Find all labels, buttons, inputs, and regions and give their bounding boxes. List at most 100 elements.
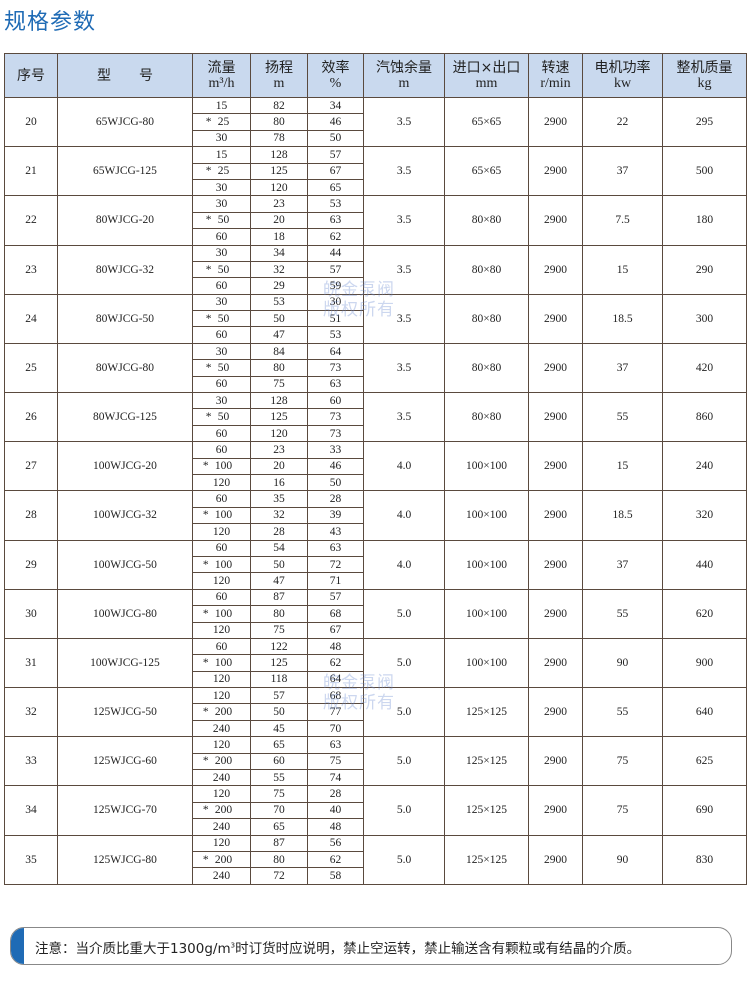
serial-number: 33: [4, 736, 58, 787]
head-value: 120: [270, 181, 288, 194]
mass-value: 830: [695, 853, 714, 866]
head: 23: [250, 441, 308, 459]
npsh: 4.0: [363, 490, 445, 541]
head: 18: [250, 228, 308, 246]
flow: 60: [192, 441, 251, 459]
flow-value: 60: [215, 378, 228, 391]
head-value: 125: [270, 165, 288, 178]
speed-value: 2900: [544, 411, 567, 424]
motor-power: 18.5: [582, 490, 663, 541]
table-row: 34 125WJCG-70 120 75 28 5.0 125×125 2900 75 690: [4, 785, 747, 836]
inlet-outlet-value: 80×80: [471, 312, 502, 325]
flow-value: 60: [215, 443, 228, 456]
serial-number: 21: [4, 146, 58, 197]
flow-value: 50: [217, 263, 230, 276]
head: 47: [250, 572, 308, 590]
head-value: 125: [270, 656, 288, 669]
table-row: * 50 20 63: [5, 211, 747, 230]
model: 125WJCG-80: [57, 834, 193, 885]
head-value: 23: [273, 443, 285, 456]
mass: 640: [662, 687, 747, 738]
npsh-value: 4.0: [396, 460, 412, 473]
serial-number-value: 21: [25, 165, 37, 178]
model-value: 80WJCG-32: [95, 263, 155, 276]
mass-value: 290: [695, 263, 714, 276]
efficiency: 28: [307, 490, 364, 508]
flow-value: 100: [214, 607, 233, 620]
table-row: 21 65WJCG-125 15 128 57 3.5 65×65 2900 37 500: [4, 146, 747, 197]
table-row: * 200 80 62: [5, 850, 747, 869]
efficiency: 64: [307, 670, 364, 689]
efficiency-value: 73: [329, 411, 342, 424]
inlet-outlet-value: 100×100: [466, 558, 507, 571]
speed: 2900: [528, 785, 583, 836]
inlet-outlet: 100×100: [444, 539, 529, 590]
efficiency: 72: [307, 555, 364, 574]
efficiency: 68: [307, 687, 364, 705]
npsh: 3.5: [363, 342, 445, 394]
efficiency: 73: [307, 408, 364, 426]
table-row: 27 100WJCG-20 60 23 33 4.0 100×100 2900 15 240: [4, 441, 747, 492]
efficiency-value: 62: [329, 656, 342, 669]
flow-value: 15: [215, 148, 228, 161]
head: 128: [250, 392, 308, 410]
model: 125WJCG-60: [57, 736, 193, 787]
serial-number-value: 29: [25, 558, 37, 571]
speed: 2900: [528, 588, 583, 639]
efficiency: 30: [307, 293, 364, 312]
flow: * 50: [192, 359, 251, 377]
mass: 240: [662, 441, 747, 492]
flow: * 100: [192, 457, 251, 475]
inlet-outlet-value: 125×125: [466, 755, 507, 768]
head: 16: [250, 473, 308, 492]
head: 80: [250, 850, 308, 869]
inlet-outlet: 125×125: [444, 736, 529, 787]
model: 80WJCG-32: [57, 244, 193, 295]
speed: 2900: [528, 195, 583, 246]
motor-power-value: 37: [616, 361, 629, 374]
head: 20: [250, 457, 308, 475]
head-value: 34: [273, 247, 285, 260]
speed: 2900: [528, 490, 583, 541]
head: 75: [250, 785, 308, 803]
model: 100WJCG-80: [57, 588, 193, 639]
efficiency-value: 43: [329, 525, 342, 538]
model-value: 125WJCG-70: [93, 804, 157, 817]
speed-value: 2900: [544, 263, 567, 276]
column-header-label: 进口×出口: [452, 59, 521, 76]
flow: * 50: [192, 310, 251, 328]
npsh-value: 5.0: [396, 656, 412, 669]
mass-value: 620: [695, 607, 714, 620]
flow: 60: [192, 539, 251, 557]
head: 87: [250, 588, 308, 607]
head-value: 128: [270, 394, 288, 407]
motor-power: 75: [582, 785, 663, 836]
efficiency: 68: [307, 605, 364, 623]
inlet-outlet: 125×125: [444, 785, 529, 836]
head: 23: [250, 195, 308, 213]
efficiency: 62: [307, 228, 364, 246]
model: 65WJCG-125: [57, 146, 193, 197]
model: 100WJCG-125: [57, 637, 193, 689]
table-row: * 200 60 75: [5, 752, 747, 771]
inlet-outlet: 100×100: [444, 490, 529, 541]
inlet-outlet: 65×65: [444, 146, 529, 197]
inlet-outlet-value: 80×80: [471, 263, 502, 276]
inlet-outlet-value: 100×100: [466, 656, 507, 669]
table-row: 60 29 59: [5, 277, 747, 295]
efficiency-value: 70: [329, 722, 342, 735]
head: 70: [250, 801, 308, 820]
speed: 2900: [528, 539, 583, 590]
head: 32: [250, 260, 308, 279]
rated-point-marker: *: [205, 214, 212, 227]
head-value: 75: [273, 788, 285, 801]
head-value: 65: [273, 738, 285, 751]
rated-point-marker: *: [202, 706, 209, 719]
motor-power-value: 7.5: [615, 214, 630, 227]
flow-value: 60: [215, 230, 228, 243]
flow-value: 120: [212, 624, 231, 637]
rated-point-marker: *: [202, 853, 209, 866]
npsh-value: 4.0: [396, 558, 412, 571]
npsh: 5.0: [363, 736, 445, 787]
head: 65: [250, 736, 308, 754]
